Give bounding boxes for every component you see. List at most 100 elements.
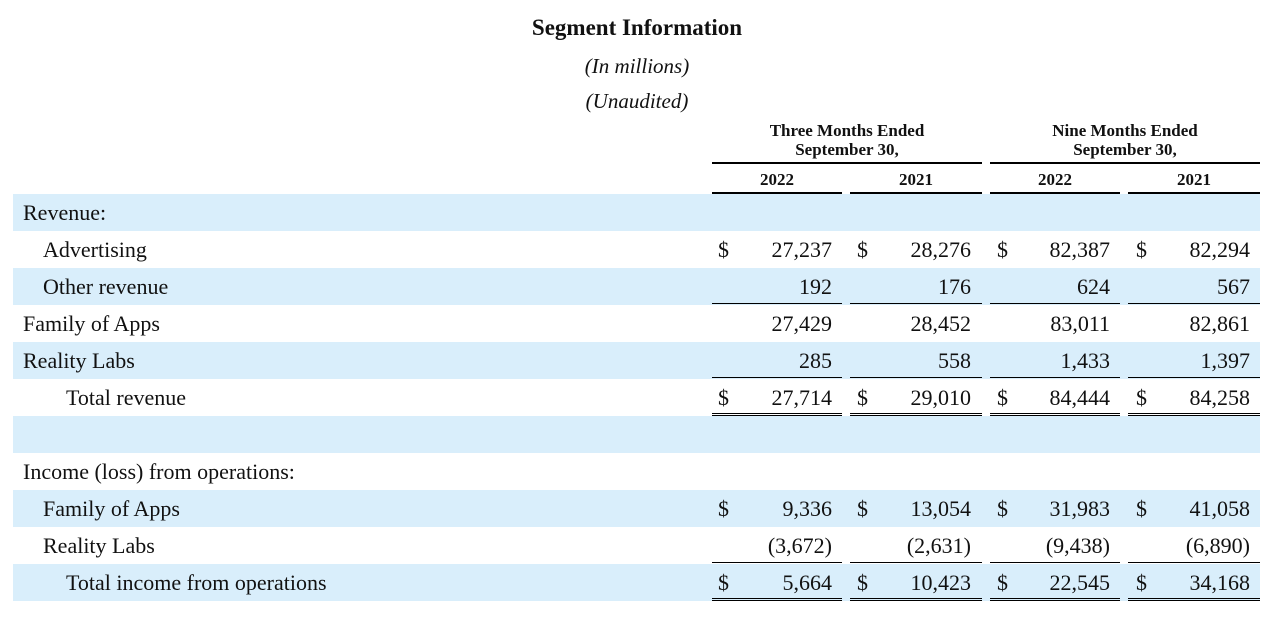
- subtotal-rule: [1128, 562, 1260, 563]
- three-months-line2: September 30,: [795, 140, 899, 159]
- total-double-rule: [850, 413, 982, 416]
- currency-symbol: $: [1136, 385, 1147, 410]
- year-header-rule: [990, 192, 1120, 194]
- cell-value: (2,631): [906, 533, 971, 558]
- cell-value: 27,429: [771, 311, 833, 336]
- cell-value: 31,983: [1049, 496, 1111, 521]
- cell-value: 83,011: [1050, 311, 1110, 336]
- table-row-advertising: Advertising $27,237 $28,276 $82,387 $82,294: [13, 231, 1260, 268]
- currency-symbol: $: [718, 570, 729, 595]
- total-double-rule: [1128, 413, 1260, 416]
- group-header-rule: [712, 162, 982, 164]
- cell-value: 28,452: [910, 311, 972, 336]
- units-subtitle: (In millions): [584, 54, 690, 78]
- cell-value: 9,336: [782, 496, 833, 521]
- table-row-blank: [13, 416, 1260, 453]
- row-label: Family of Apps: [23, 311, 160, 336]
- row-label: Income (loss) from operations:: [23, 459, 295, 484]
- cell-value: 13,054: [910, 496, 972, 521]
- currency-symbol: $: [857, 237, 868, 262]
- currency-symbol: $: [857, 570, 868, 595]
- year-header: 2021: [899, 170, 933, 189]
- segment-information-title: Segment Information: [531, 15, 743, 40]
- cell-value: 82,294: [1189, 237, 1251, 262]
- cell-value: 558: [938, 348, 971, 373]
- subtotal-rule: [712, 303, 842, 304]
- cell-value: 1,433: [1060, 348, 1111, 373]
- table-row-reality-labs: Reality Labs (3,672) (2,631) (9,438) (6,890): [13, 527, 1260, 564]
- year-header-rule: [1128, 192, 1260, 194]
- cell-value: 567: [1217, 274, 1250, 299]
- row-label: Revenue:: [23, 200, 107, 225]
- cell-value: 41,058: [1189, 496, 1251, 521]
- table-row-income-loss-from-operations: Income (loss) from operations:: [13, 453, 1260, 490]
- year-header-rule: [712, 192, 842, 194]
- total-double-rule: [712, 413, 842, 416]
- year-header: 2022: [760, 170, 794, 189]
- subtotal-rule: [990, 303, 1120, 304]
- year-header: 2021: [1177, 170, 1211, 189]
- row-label: Total revenue: [66, 385, 187, 410]
- currency-symbol: $: [997, 385, 1008, 410]
- cell-value: 10,423: [910, 570, 972, 595]
- table-row-family-of-apps: Family of Apps 27,429 28,452 83,011 82,861: [13, 305, 1260, 342]
- currency-symbol: $: [857, 496, 868, 521]
- subtotal-rule: [990, 562, 1120, 563]
- table-row-total-revenue: Total revenue $27,714 $29,010 $84,444 $84,25…: [13, 379, 1260, 416]
- cell-value: 5,664: [782, 570, 833, 595]
- subtotal-rule: [850, 303, 982, 304]
- subtotal-rule: [1128, 377, 1260, 378]
- cell-value: 192: [799, 274, 832, 299]
- cell-value: 285: [799, 348, 832, 373]
- currency-symbol: $: [718, 237, 729, 262]
- currency-symbol: $: [997, 237, 1008, 262]
- total-double-rule: [990, 598, 1120, 601]
- row-label: Reality Labs: [23, 348, 135, 373]
- total-double-rule: [850, 598, 982, 601]
- row-label: Total income from operations: [66, 570, 327, 595]
- currency-symbol: $: [997, 496, 1008, 521]
- cell-value: 27,714: [771, 385, 833, 410]
- currency-symbol: $: [857, 385, 868, 410]
- currency-symbol: $: [1136, 570, 1147, 595]
- row-label: Other revenue: [43, 274, 169, 299]
- subtotal-rule: [990, 377, 1120, 378]
- cell-value: 84,258: [1189, 385, 1251, 410]
- subtotal-rule: [712, 562, 842, 563]
- cell-value: (6,890): [1185, 533, 1250, 558]
- group-header-rule: [990, 162, 1260, 164]
- year-header: 2022: [1038, 170, 1072, 189]
- nine-months-line2: September 30,: [1073, 140, 1177, 159]
- audit-subtitle: (Unaudited): [585, 89, 689, 113]
- subtotal-rule: [712, 377, 842, 378]
- cell-value: 28,276: [910, 237, 972, 262]
- three-months-line1: Three Months Ended: [769, 121, 925, 140]
- currency-symbol: $: [718, 385, 729, 410]
- currency-symbol: $: [1136, 237, 1147, 262]
- cell-value: 22,545: [1049, 570, 1111, 595]
- nine-months-header: Nine Months Ended September 30,: [990, 121, 1260, 159]
- subtotal-rule: [850, 562, 982, 563]
- table-row-revenue: Revenue:: [13, 194, 1260, 231]
- cell-value: 29,010: [910, 385, 972, 410]
- cell-value: 34,168: [1189, 570, 1251, 595]
- cell-value: 82,387: [1049, 237, 1111, 262]
- row-label: Reality Labs: [43, 533, 155, 558]
- cell-value: 84,444: [1049, 385, 1111, 410]
- cell-value: 27,237: [771, 237, 833, 262]
- table-row-reality-labs: Reality Labs 285 558 1,433 1,397: [13, 342, 1260, 379]
- total-double-rule: [1128, 598, 1260, 601]
- cell-value: 82,861: [1189, 311, 1251, 336]
- currency-symbol: $: [1136, 496, 1147, 521]
- table-row-other-revenue: Other revenue 192 176 624 567: [13, 268, 1260, 305]
- nine-months-line1: Nine Months Ended: [1052, 121, 1198, 140]
- table-row-family-of-apps: Family of Apps $9,336 $13,054 $31,983 $41,05…: [13, 490, 1260, 527]
- currency-symbol: $: [718, 496, 729, 521]
- subtotal-rule: [850, 377, 982, 378]
- three-months-header: Three Months Ended September 30,: [712, 121, 982, 159]
- cell-value: 176: [938, 274, 971, 299]
- year-header-rule: [850, 192, 982, 194]
- cell-value: (3,672): [767, 533, 832, 558]
- table-row-total-income-from-operations: Total income from operations $5,664 $10,42…: [13, 564, 1260, 601]
- row-label: Advertising: [43, 237, 147, 262]
